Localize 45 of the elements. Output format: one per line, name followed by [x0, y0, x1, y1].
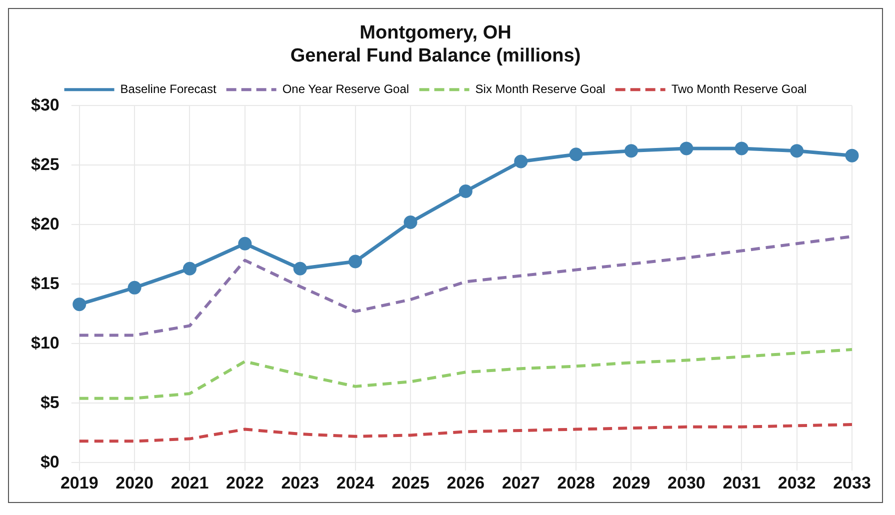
point	[182, 262, 196, 276]
line-series	[78, 348, 854, 400]
x-tick-label: 2029	[612, 473, 650, 492]
x-tick-label: 2020	[116, 473, 154, 492]
x-tick-label: 2032	[778, 473, 816, 492]
x-tick-label: 2025	[392, 473, 430, 492]
x-tick-label: 2030	[668, 473, 706, 492]
point	[293, 262, 307, 276]
text: Montgomery, OH	[360, 22, 512, 44]
x-tick-label: 2028	[557, 473, 595, 492]
legend-label: Two Month Reserve Goal	[671, 82, 807, 96]
y-tick-label: $5	[40, 392, 60, 412]
point	[624, 144, 638, 158]
text: General Fund Balance (millions)	[290, 45, 581, 66]
line-series	[78, 423, 854, 443]
legend-label: One Year Reserve Goal	[282, 82, 410, 96]
x-tick-label: 2019	[60, 473, 98, 492]
x-tick-label: 2023	[281, 473, 320, 492]
y-tick-label: $20	[30, 214, 60, 234]
point	[680, 142, 694, 156]
x-tick-label: 2033	[833, 473, 871, 492]
point	[569, 148, 583, 162]
legend-label: Baseline Forecast	[120, 82, 217, 96]
x-tick-label: 2031	[722, 473, 761, 492]
point	[734, 142, 748, 156]
y-tick-label: $30	[30, 95, 60, 114]
y-tick-label: $10	[30, 333, 60, 352]
point	[348, 254, 362, 268]
y-tick-label: $0	[40, 452, 60, 472]
legend-label: Six Month Reserve Goal	[475, 82, 606, 96]
x-tick-label: 2021	[170, 473, 209, 492]
point	[128, 280, 142, 294]
y-tick-label: $15	[30, 274, 60, 293]
x-tick-label: 2022	[226, 473, 264, 492]
point	[458, 184, 472, 198]
x-tick-label: 2027	[502, 473, 540, 492]
point	[514, 154, 528, 168]
x-tick-label: 2024	[336, 473, 375, 492]
point	[238, 236, 252, 250]
point	[404, 215, 418, 229]
x-tick-label: 2026	[446, 473, 485, 492]
point	[72, 298, 86, 312]
point	[845, 148, 859, 162]
point	[790, 144, 804, 158]
y-tick-label: $25	[30, 154, 60, 174]
